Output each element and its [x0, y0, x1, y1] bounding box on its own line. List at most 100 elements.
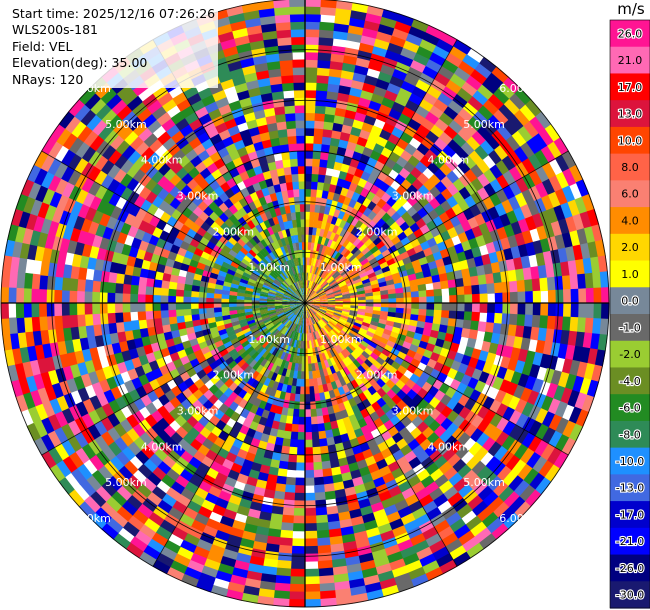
gate-cell [374, 369, 385, 379]
gate-cell [465, 542, 484, 559]
gate-cell [151, 532, 169, 547]
gate-cell [439, 430, 453, 444]
gate-cell [501, 392, 514, 408]
gate-cell [313, 315, 319, 323]
gate-cell [133, 436, 147, 451]
gate-cell [423, 276, 434, 285]
gate-cell [362, 318, 372, 325]
gate-cell [326, 323, 334, 331]
gate-cell [284, 484, 296, 494]
gate-cell [391, 28, 410, 41]
gate-cell [335, 299, 344, 302]
gate-cell [332, 363, 340, 373]
gate-cell [267, 335, 275, 343]
gate-cell [163, 400, 176, 414]
gate-cell [493, 88, 510, 105]
gate-cell [304, 538, 318, 547]
gate-cell [316, 181, 325, 191]
gate-cell [495, 403, 509, 418]
gate-cell [205, 467, 219, 480]
gate-cell [358, 243, 368, 253]
gate-cell [287, 313, 295, 320]
gate-cell [311, 332, 315, 341]
gate-cell [243, 483, 256, 495]
gate-cell [253, 343, 262, 352]
gate-cell [159, 546, 178, 561]
gate-cell [503, 345, 514, 359]
gate-cell [386, 258, 396, 267]
gate-cell [371, 287, 381, 293]
gate-cell [206, 551, 223, 564]
gate-cell [360, 187, 371, 198]
gate-cell [500, 323, 510, 336]
gate-cell [327, 277, 335, 284]
gate-cell [309, 290, 315, 298]
gate-cell [310, 307, 318, 314]
gate-cell [446, 183, 460, 197]
gate-cell [333, 310, 343, 315]
gate-cell [385, 279, 395, 286]
gate-cell [100, 501, 117, 518]
gate-cell [197, 572, 216, 586]
gate-cell [366, 344, 376, 353]
gate-cell [394, 94, 410, 107]
gate-cell [345, 493, 359, 505]
gate-cell [271, 451, 282, 461]
gate-cell [455, 318, 465, 329]
gate-cell [422, 328, 432, 337]
gate-cell [410, 291, 420, 298]
gate-cell [539, 277, 549, 292]
gate-cell [334, 379, 343, 389]
gate-cell [502, 292, 511, 304]
gate-cell [360, 234, 370, 244]
gate-cell [97, 465, 113, 482]
gate-cell [360, 324, 370, 332]
gate-cell [414, 487, 430, 502]
gate-cell [178, 513, 195, 527]
gate-cell [520, 141, 536, 159]
gate-cell [305, 279, 308, 288]
gate-cell [263, 342, 272, 351]
gate-cell [277, 468, 288, 478]
gate-cell [248, 348, 257, 357]
gate-cell [305, 59, 319, 68]
gate-cell [162, 412, 176, 426]
gate-cell [272, 597, 290, 607]
gate-cell [535, 252, 546, 267]
gate-cell [326, 275, 334, 283]
gate-cell [397, 539, 414, 552]
gate-cell [151, 466, 167, 481]
gate-cell [381, 348, 391, 358]
gate-cell [155, 552, 174, 568]
gate-cell [526, 137, 542, 155]
gate-cell [257, 440, 268, 451]
gate-cell [336, 503, 350, 514]
gate-cell [325, 311, 334, 316]
gate-cell [532, 133, 548, 151]
gate-cell [310, 355, 315, 364]
gate-cell [411, 303, 420, 310]
gate-cell [339, 316, 348, 322]
gate-cell [245, 476, 258, 487]
gate-cell [282, 327, 289, 336]
gate-cell [305, 226, 310, 235]
gate-cell [592, 272, 602, 289]
gate-cell [525, 303, 534, 316]
gate-cell [153, 447, 168, 462]
gate-cell [355, 333, 365, 341]
gate-cell [356, 287, 365, 293]
gate-cell [307, 257, 310, 266]
gate-cell [360, 340, 370, 349]
gate-cell [278, 537, 293, 547]
gate-cell [336, 234, 344, 244]
gate-cell [580, 242, 591, 260]
gate-cell [515, 177, 530, 194]
gate-cell [367, 376, 377, 387]
gate-cell [530, 266, 540, 280]
gate-cell [318, 166, 327, 176]
gate-cell [325, 333, 332, 342]
gate-cell [313, 242, 318, 251]
gate-cell [424, 444, 438, 458]
gate-cell [197, 505, 213, 519]
gate-cell [342, 308, 351, 313]
